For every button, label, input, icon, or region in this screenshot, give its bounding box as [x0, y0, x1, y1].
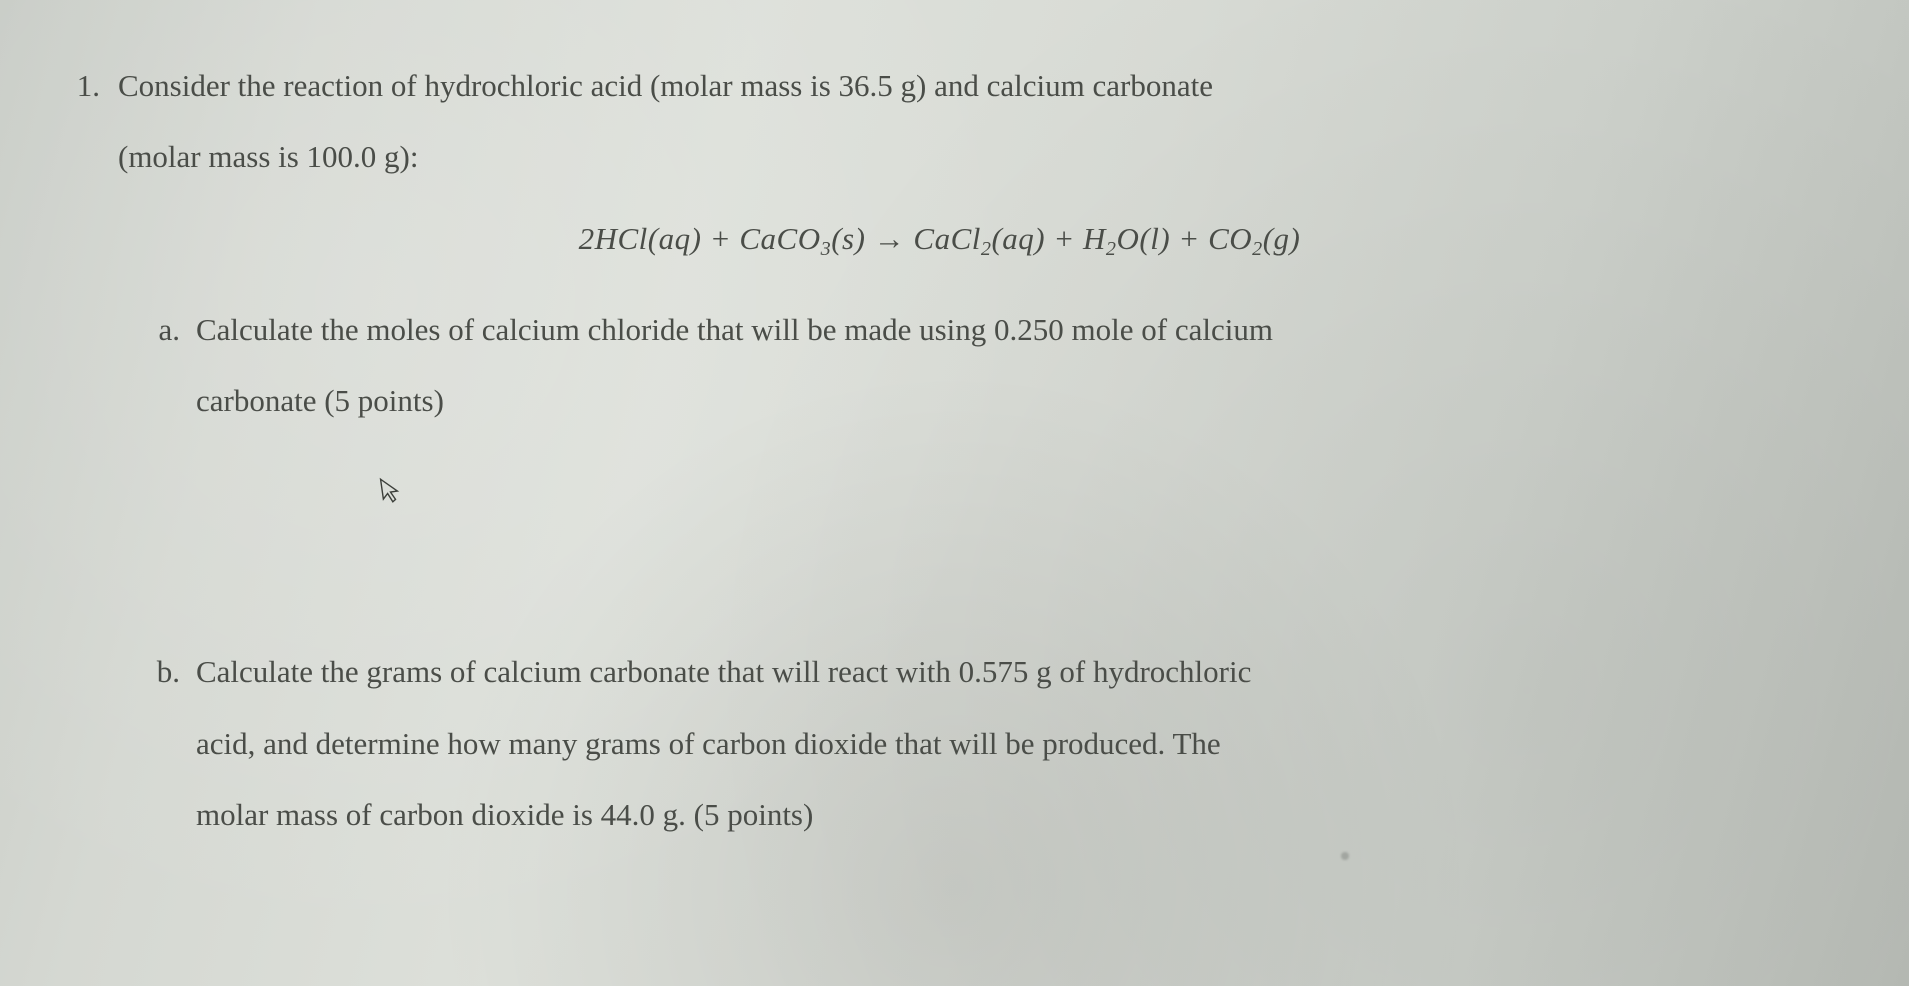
eq-rhs3-sub: 2 — [1252, 238, 1263, 260]
eq-rhs3-post: (g) — [1263, 221, 1301, 256]
eq-plus-3: + — [1170, 221, 1208, 256]
eq-rhs2-post: O(l) — [1117, 221, 1171, 256]
part-a-line1: Calculate the moles of calcium chloride … — [196, 312, 1273, 347]
question-1: 1. Consider the reaction of hydrochloric… — [40, 50, 1839, 193]
chemical-equation: 2HCl(aq) + CaCO3(s) → CaCl2(aq) + H2O(l)… — [40, 203, 1839, 274]
part-a-letter: a. — [130, 294, 196, 365]
cursor-icon — [376, 465, 406, 527]
eq-plus-2: + — [1045, 221, 1083, 256]
paper-smudge — [1341, 852, 1349, 860]
eq-lhs2-pre: CaCO — [739, 221, 820, 256]
eq-rhs2-sub: 2 — [1106, 238, 1117, 260]
workspace-gap-a — [40, 436, 1839, 636]
part-a-text: Calculate the moles of calcium chloride … — [196, 294, 1839, 437]
eq-rhs2-pre: H — [1083, 221, 1106, 256]
part-b-line2: acid, and determine how many grams of ca… — [196, 726, 1221, 761]
eq-rhs1-pre: CaCl — [913, 221, 980, 256]
part-b-letter: b. — [130, 636, 196, 707]
eq-lhs2-post: (s) — [831, 221, 865, 256]
part-a: a. Calculate the moles of calcium chlori… — [130, 294, 1839, 437]
question-number: 1. — [40, 50, 118, 121]
part-b: b. Calculate the grams of calcium carbon… — [130, 636, 1839, 850]
part-a-line2: carbonate (5 points) — [196, 383, 444, 418]
eq-plus-1: + — [701, 221, 739, 256]
eq-arrow: → — [874, 221, 906, 256]
worksheet-page: 1. Consider the reaction of hydrochloric… — [0, 0, 1909, 890]
eq-lhs1: 2HCl(aq) — [579, 221, 702, 256]
part-b-text: Calculate the grams of calcium carbonate… — [196, 636, 1839, 850]
intro-line-1: Consider the reaction of hydrochloric ac… — [118, 68, 1213, 103]
eq-rhs3-pre: CO — [1208, 221, 1252, 256]
eq-rhs1-post: (aq) — [991, 221, 1045, 256]
eq-lhs2-sub: 3 — [821, 238, 832, 260]
intro-line-2: (molar mass is 100.0 g): — [118, 139, 419, 174]
question-intro: Consider the reaction of hydrochloric ac… — [118, 50, 1839, 193]
part-b-line3: molar mass of carbon dioxide is 44.0 g. … — [196, 797, 813, 832]
eq-rhs1-sub: 2 — [981, 238, 992, 260]
part-b-line1: Calculate the grams of calcium carbonate… — [196, 654, 1251, 689]
